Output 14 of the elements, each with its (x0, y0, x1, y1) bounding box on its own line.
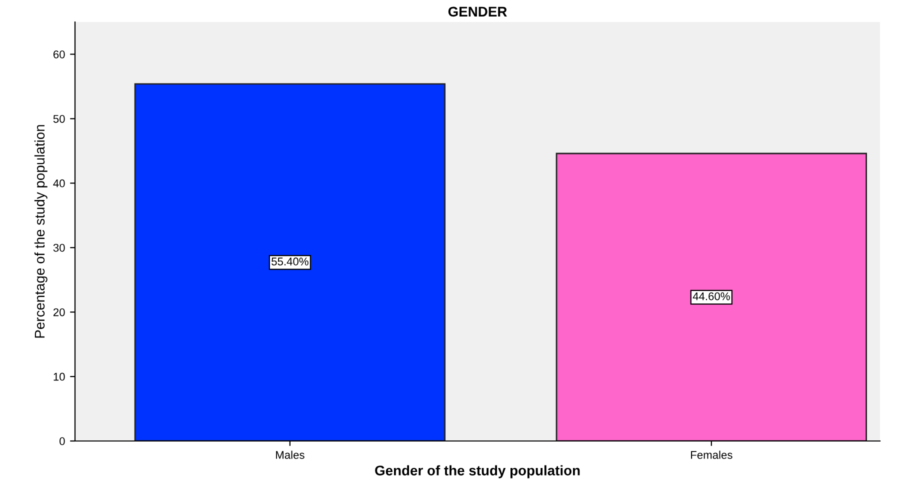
y-axis-title: Percentage of the study population (34, 125, 48, 338)
y-tick-label: 20 (53, 308, 65, 316)
chart-title: GENDER (448, 6, 507, 17)
y-tick-label: 0 (60, 437, 65, 446)
y-tick-label: 40 (53, 179, 65, 188)
y-tick-label: 50 (53, 114, 65, 123)
y-tick-label: 30 (53, 244, 65, 252)
x-axis-title: Gender of the study population (375, 465, 580, 478)
x-tick-label: Males (276, 450, 304, 459)
data-label: 44.60% (692, 292, 730, 300)
y-tick-label: 60 (53, 50, 65, 58)
data-label: 55.40% (272, 258, 308, 266)
y-tick-label: 10 (54, 372, 65, 381)
x-tick-label: Females (691, 450, 732, 459)
